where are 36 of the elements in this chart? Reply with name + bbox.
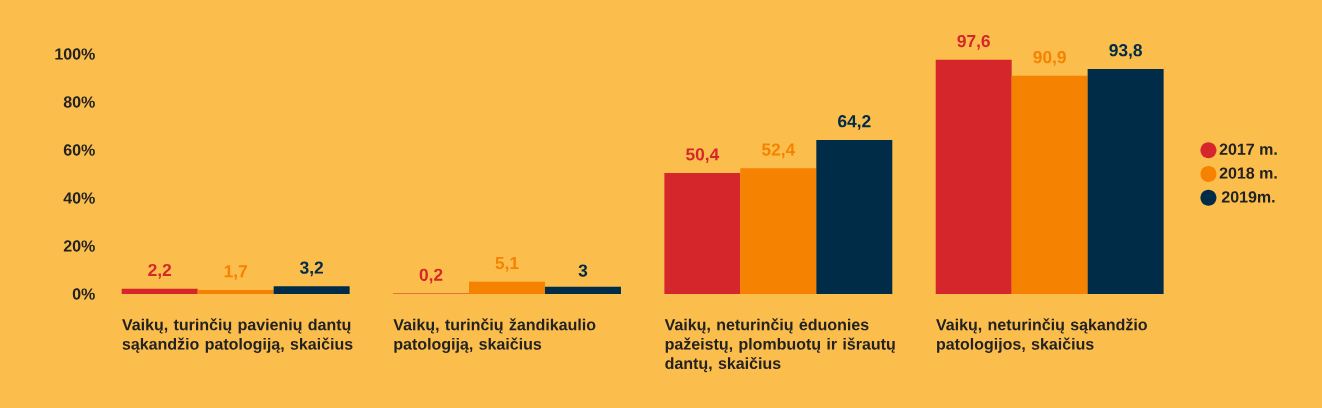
bar (1011, 75, 1088, 294)
data-label: 0,2 (419, 268, 443, 284)
bar (197, 289, 274, 294)
bar (544, 286, 621, 294)
data-label: 50,4 (686, 148, 720, 163)
bar (816, 139, 893, 294)
data-label: 64,2 (838, 115, 871, 130)
y-tick-label: 100% (55, 48, 95, 60)
bar (273, 286, 350, 294)
data-label: 52,4 (762, 143, 796, 159)
legend-label: 2018 m. (1219, 167, 1277, 179)
y-tick-label: 20% (63, 240, 95, 252)
data-label: 5,1 (495, 257, 519, 272)
legend-label: 2017 m. (1219, 143, 1277, 155)
data-label: 1,7 (224, 265, 247, 280)
y-tick-label: 80% (63, 96, 95, 108)
data-label: 97,6 (957, 34, 990, 50)
data-label: 3,2 (299, 261, 323, 277)
legend-label: 2019m. (1221, 191, 1275, 203)
y-tick-label: 0% (72, 288, 95, 300)
data-label: 3 (578, 264, 588, 277)
x-tick-label: Vaikų, neturinčių sąkandžio patologijos, skaičius (936, 318, 1147, 353)
y-tick-label: 40% (63, 192, 95, 204)
bar (469, 281, 545, 294)
data-label: 90,9 (1033, 51, 1066, 66)
x-tick-label: Vaikų, neturinčių ėduonies pažeistų, plombuotų ir išrautų dantų, skaičius (664, 318, 895, 373)
data-label: 2,2 (148, 263, 172, 279)
bar (740, 168, 817, 294)
y-tick-label: 60% (63, 144, 95, 156)
bar (935, 59, 1012, 294)
x-tick-label: Vaikų, turinčių pavienių dantų sąkandžio patologiją, skaičius (122, 318, 353, 353)
bar (664, 173, 741, 294)
bar (121, 288, 198, 294)
bar (1087, 68, 1164, 294)
data-label: 93,8 (1109, 44, 1142, 59)
x-tick-label: Vaikų, turinčių žandikaulio patologiją, skaičius (393, 318, 596, 353)
